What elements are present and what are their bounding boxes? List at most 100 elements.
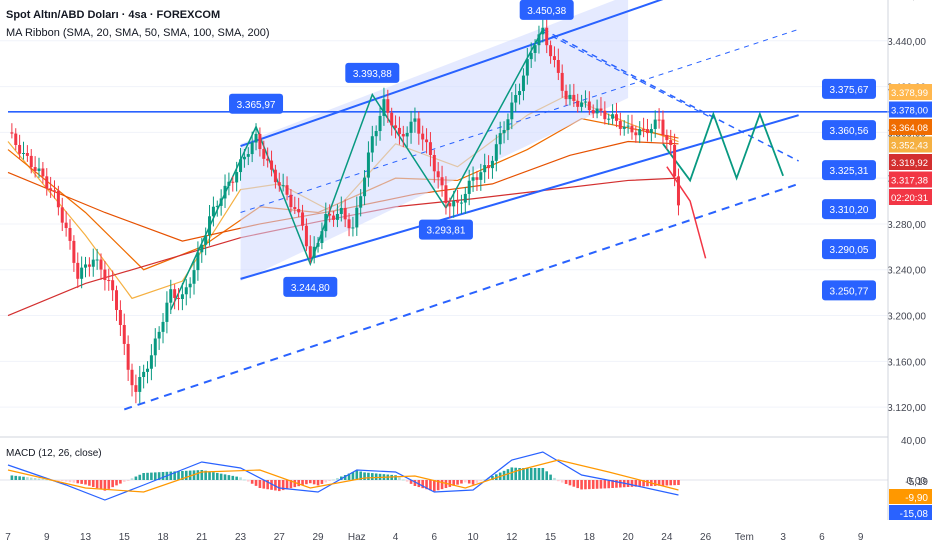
- axis-badge-label: 3.317,38: [891, 176, 928, 187]
- candle-body: [281, 185, 285, 187]
- macd-histogram-bar: [336, 478, 339, 480]
- macd-histogram-bar: [374, 473, 378, 480]
- candle-body: [366, 152, 370, 178]
- price-label-293-box: [418, 219, 473, 240]
- candle-body: [95, 259, 99, 261]
- candle-body: [289, 194, 293, 208]
- candle-body: [223, 185, 227, 199]
- macd-histogram-bar: [68, 480, 72, 483]
- price-label-250: 3.250,77: [830, 286, 869, 297]
- macd-histogram-bar: [150, 472, 153, 480]
- macd-histogram-bar: [448, 480, 452, 487]
- candle-body: [587, 101, 591, 111]
- macd-histogram-bar: [677, 480, 680, 485]
- macd-y-tick: 0,00: [907, 476, 927, 487]
- candle-body: [72, 240, 76, 263]
- price-label-375: 3.375,67: [830, 85, 869, 96]
- macd-histogram-bar: [33, 478, 37, 480]
- macd-histogram-bar: [661, 480, 665, 486]
- candle-body: [669, 140, 673, 145]
- signal-line: [7, 459, 679, 493]
- macd-histogram-bar: [653, 480, 657, 486]
- macd-histogram-bar: [200, 470, 204, 480]
- axis-badge: [889, 154, 932, 170]
- candle-body: [328, 214, 332, 216]
- candle-body: [103, 269, 107, 281]
- macd-histogram-bar: [293, 480, 297, 488]
- macd-histogram-bar: [611, 480, 614, 488]
- y-tick-label: 3.440,00: [887, 37, 926, 48]
- candle-body: [409, 121, 413, 133]
- macd-value-badge: [889, 505, 932, 520]
- candle-body: [320, 231, 324, 244]
- candle-body: [599, 108, 603, 111]
- candle-body: [568, 94, 572, 100]
- macd-histogram-bar: [262, 480, 266, 489]
- macd-histogram-bar: [277, 480, 281, 492]
- candle-body: [390, 112, 394, 126]
- candle-body: [456, 201, 460, 203]
- x-tick-label: 27: [274, 532, 286, 543]
- macd-histogram-bar: [413, 480, 417, 486]
- candle-body: [273, 169, 277, 183]
- candle-body: [487, 165, 491, 169]
- macd-histogram-bar: [231, 475, 235, 480]
- candle-body: [525, 59, 529, 76]
- macd-pane: 40,00 0,00-5,19 -9,90 -15,08: [0, 436, 932, 520]
- macd-histogram-bar: [146, 472, 149, 480]
- candle-body: [510, 102, 514, 120]
- macd-histogram-bar: [250, 480, 254, 484]
- macd-histogram-bar: [219, 473, 223, 480]
- candle-body: [343, 207, 347, 220]
- candle-body: [134, 385, 138, 392]
- macd-histogram-bar: [88, 480, 91, 486]
- candle-body: [184, 287, 188, 295]
- price-label-293: 3.293,81: [426, 226, 465, 237]
- macd-histogram-bar: [274, 480, 277, 491]
- macd-histogram-bar: [184, 470, 188, 480]
- candle-body: [421, 133, 425, 140]
- macd-histogram-bar: [615, 480, 618, 488]
- price-label-360: 3.360,56: [830, 126, 869, 137]
- candle-body: [549, 45, 553, 57]
- macd-histogram-bar: [591, 480, 595, 489]
- candle-body: [301, 212, 305, 226]
- candle-body: [529, 52, 533, 60]
- macd-histogram-bar: [665, 480, 669, 486]
- price-label-450-box: [519, 0, 574, 20]
- candle-body: [611, 114, 615, 119]
- macd-histogram-bar: [460, 480, 463, 484]
- macd-histogram-bar: [343, 475, 347, 480]
- candle-body: [204, 235, 208, 245]
- candle-body: [614, 114, 618, 121]
- candle-body: [68, 228, 72, 241]
- candle-body: [467, 180, 471, 194]
- macd-histogram-bar: [320, 480, 324, 484]
- candle-body: [297, 209, 301, 213]
- macd-histogram-bar: [506, 469, 510, 480]
- candle-body: [211, 206, 215, 217]
- macd-line: [7, 451, 679, 501]
- candle-body: [444, 185, 448, 204]
- axis-badge-label: 02:20:31: [891, 193, 928, 204]
- price-label-375-box: [821, 78, 876, 99]
- candle-body: [173, 289, 177, 298]
- macd-histogram-bar: [642, 480, 645, 487]
- macd-histogram-bar: [487, 477, 490, 480]
- candle-body: [169, 289, 173, 303]
- macd-histogram-bar: [80, 480, 83, 484]
- candle-body: [374, 131, 378, 137]
- candle-body: [250, 142, 254, 155]
- macd-histogram-bar: [95, 480, 99, 489]
- candle-body: [514, 95, 518, 103]
- macd-histogram-bar: [599, 480, 603, 489]
- y-tick-label: 3.120,00: [887, 403, 926, 414]
- macd-histogram-bar: [258, 480, 262, 488]
- macd-histogram-bar: [444, 480, 448, 489]
- price-label-360-box: [821, 120, 876, 141]
- candle-body: [25, 153, 29, 156]
- candle-body: [394, 125, 398, 128]
- macd-histogram-bar: [405, 480, 409, 482]
- macd-histogram-bar: [157, 472, 161, 480]
